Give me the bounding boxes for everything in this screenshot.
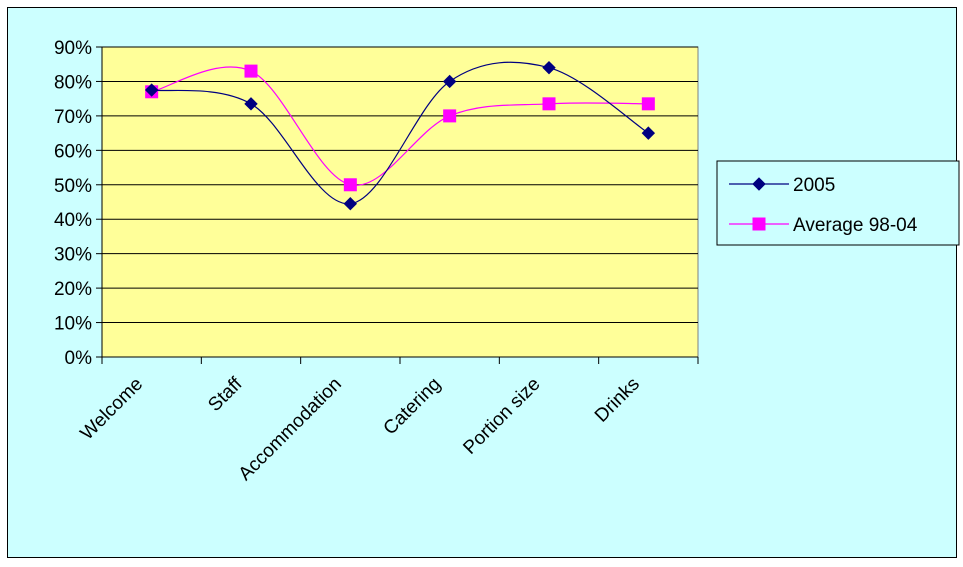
y-tick-label: 80% [54, 72, 92, 93]
data-point [244, 64, 258, 78]
series-2005 [144, 60, 656, 211]
legend-marker [752, 177, 766, 191]
plot-area [101, 46, 699, 358]
series-layer [144, 60, 656, 211]
data-point [343, 178, 357, 192]
data-point [542, 60, 556, 75]
legend-box [716, 160, 960, 246]
legend-label: 2005 [793, 175, 835, 196]
data-point [442, 74, 457, 89]
legend-item: 2005 [729, 175, 835, 196]
legend: 2005 Average 98-04 [716, 160, 960, 246]
y-tick-label: 70% [54, 107, 92, 128]
legend-marker [752, 217, 766, 231]
y-tick-label: 20% [54, 279, 92, 300]
data-point [641, 126, 656, 140]
data-point [542, 97, 556, 111]
y-tick-label: 0% [65, 348, 93, 369]
data-point [641, 97, 655, 111]
data-point [443, 109, 457, 123]
y-tick-label: 60% [54, 141, 92, 162]
data-point [343, 197, 358, 211]
y-tick-label: 10% [54, 314, 92, 335]
legend-label: Average 98-04 [793, 215, 918, 236]
y-tick-label: 30% [54, 245, 92, 266]
data-point [144, 83, 159, 97]
y-tick-label: 90% [54, 38, 92, 59]
y-axis: 0% 10% 20% 30% 40% 50% 60% 70% 80% 90% [54, 38, 103, 369]
y-tick-label: 50% [54, 176, 92, 197]
y-tick-label: 40% [54, 210, 92, 231]
data-point [244, 97, 258, 111]
legend-item: Average 98-04 [729, 215, 918, 236]
